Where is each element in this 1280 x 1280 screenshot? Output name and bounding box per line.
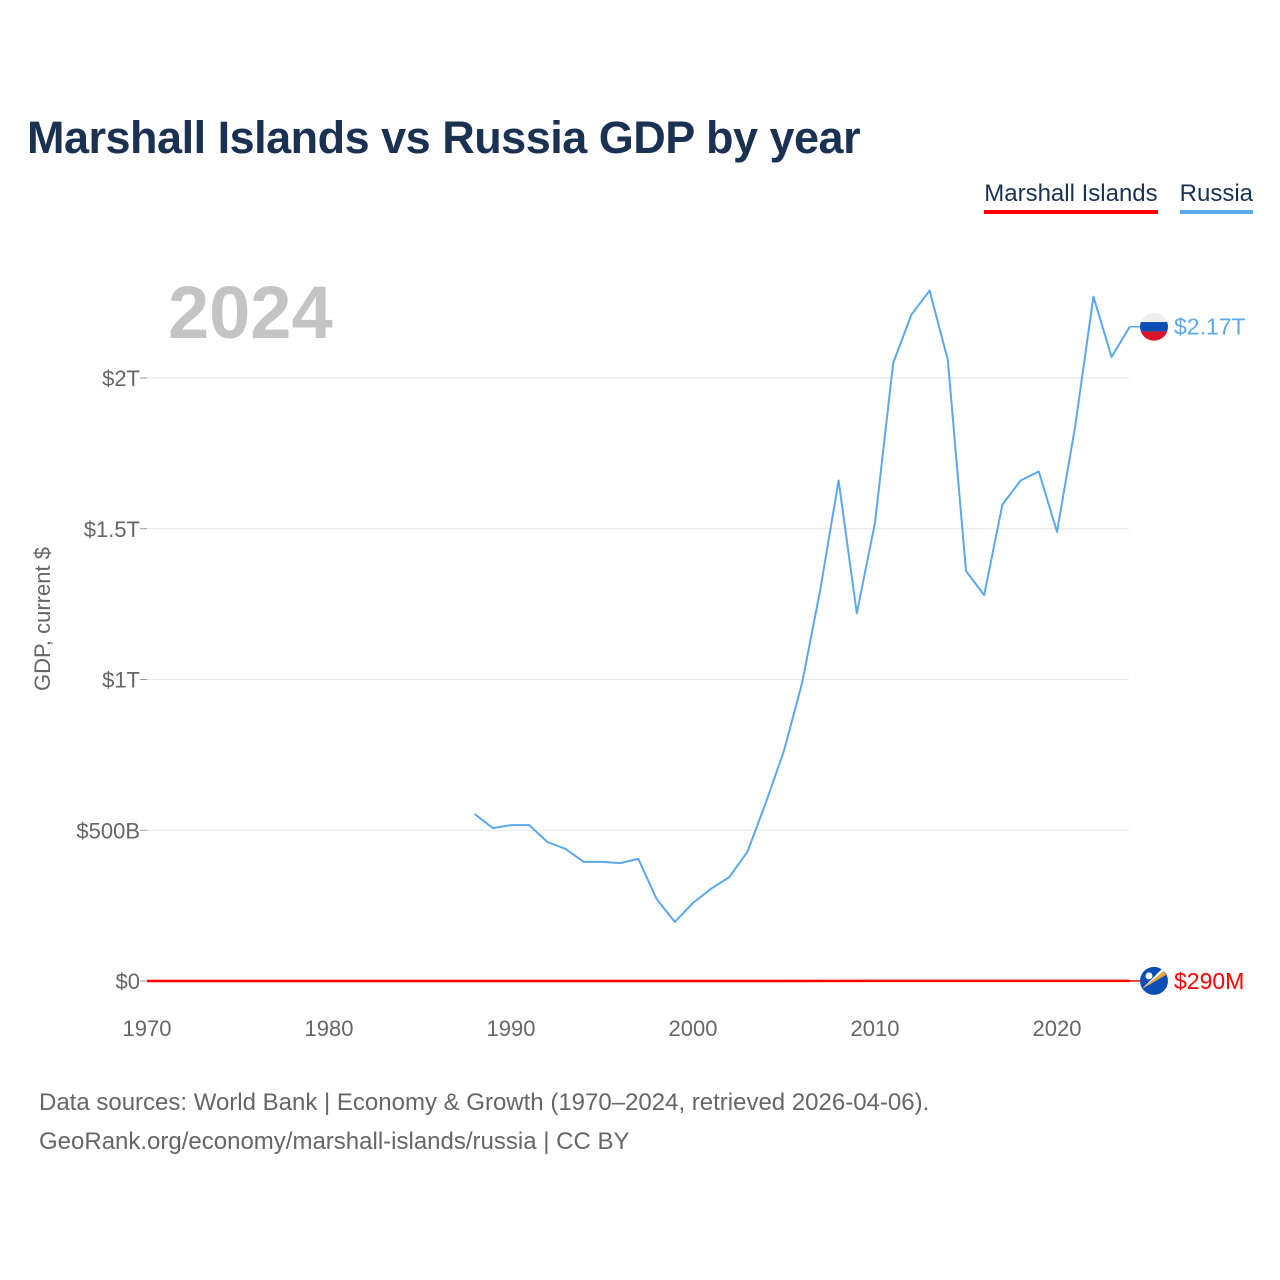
end-value-label-marshall-islands: $290M xyxy=(1174,968,1244,994)
series-line-russia xyxy=(473,289,1131,923)
x-tick-label: 1990 xyxy=(487,1016,536,1041)
x-tick-label: 1980 xyxy=(305,1016,354,1041)
x-tick-label: 1970 xyxy=(123,1016,172,1041)
legend-item-marshall-islands[interactable]: Marshall Islands xyxy=(984,180,1158,214)
y-tick-label: $500B xyxy=(76,818,140,843)
legend-item-russia[interactable]: Russia xyxy=(1179,180,1253,214)
y-axis-label: GDP, current $ xyxy=(30,547,55,691)
y-tick-label: $2T xyxy=(102,366,140,391)
x-tick-label: 2010 xyxy=(851,1016,900,1041)
x-tick-label: 2020 xyxy=(1033,1016,1082,1041)
x-tick-label: 2000 xyxy=(669,1016,718,1041)
year-label: 2024 xyxy=(168,271,333,354)
source-note: Data sources: World Bank | Economy & Gro… xyxy=(39,1083,929,1161)
y-tick-label: $1.5T xyxy=(84,517,140,542)
y-tick-label: $1T xyxy=(102,668,140,693)
end-value-label-russia: $2.17T xyxy=(1174,314,1246,340)
legend: Marshall Islands Russia xyxy=(984,180,1253,214)
source-line-2[interactable]: GeoRank.org/economy/marshall-islands/rus… xyxy=(39,1128,630,1155)
y-tick-label: $0 xyxy=(116,969,140,994)
russia-flag-icon xyxy=(1140,312,1168,341)
source-line-1: Data sources: World Bank | Economy & Gro… xyxy=(39,1089,930,1116)
marshall-islands-flag-icon xyxy=(1140,966,1168,995)
chart-title: Marshall Islands vs Russia GDP by year xyxy=(27,112,861,163)
